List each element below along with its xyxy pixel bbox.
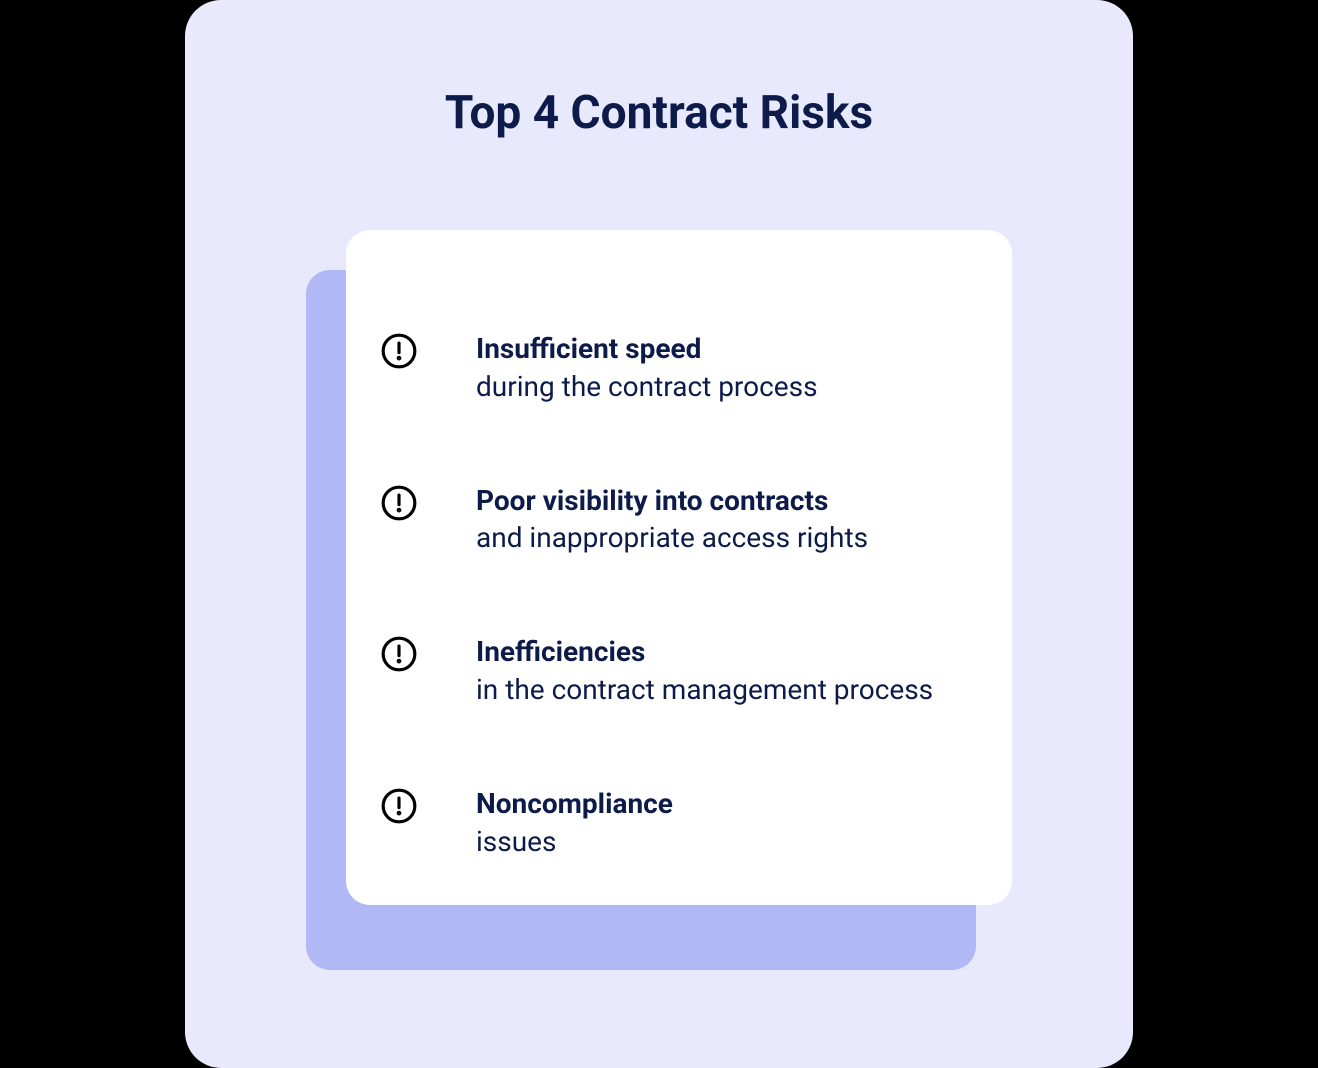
- risk-item: Inefficiencies in the contract managemen…: [380, 633, 962, 709]
- risk-heading: Insufficient speed: [476, 330, 818, 368]
- risk-heading: Noncompliance: [476, 785, 673, 823]
- risk-text: Insufficient speed during the contract p…: [476, 330, 818, 406]
- risk-item: Noncompliance issues: [380, 785, 962, 861]
- alert-circle-icon: [380, 787, 418, 825]
- card-wrapper: Insufficient speed during the contract p…: [306, 230, 1012, 950]
- risk-description: issues: [476, 823, 673, 861]
- alert-circle-icon: [380, 332, 418, 370]
- risk-heading: Poor visibility into contracts: [476, 482, 868, 520]
- alert-circle-icon: [380, 484, 418, 522]
- page-title: Top 4 Contract Risks: [185, 86, 1133, 140]
- risk-description: in the contract management process: [476, 671, 933, 709]
- risk-item: Poor visibility into contracts and inapp…: [380, 482, 962, 558]
- risk-text: Poor visibility into contracts and inapp…: [476, 482, 868, 558]
- risk-text: Inefficiencies in the contract managemen…: [476, 633, 933, 709]
- risk-item: Insufficient speed during the contract p…: [380, 330, 962, 406]
- risk-heading: Inefficiencies: [476, 633, 933, 671]
- outer-card: Top 4 Contract Risks Insufficient speed …: [185, 0, 1133, 1068]
- risk-text: Noncompliance issues: [476, 785, 673, 861]
- risk-description: and inappropriate access rights: [476, 519, 868, 557]
- risk-description: during the contract process: [476, 368, 818, 406]
- risks-card: Insufficient speed during the contract p…: [346, 230, 1012, 905]
- alert-circle-icon: [380, 635, 418, 673]
